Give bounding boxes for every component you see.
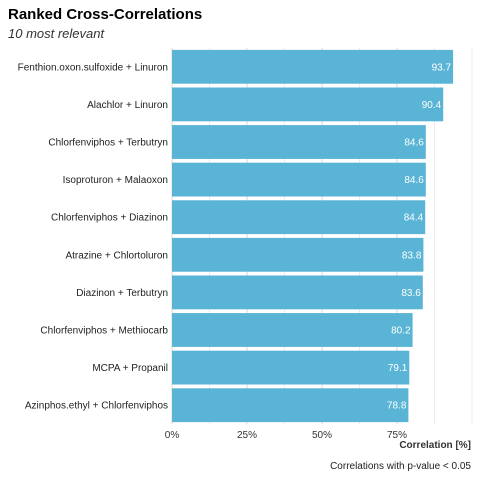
x-tick-label: 25% [237,430,257,441]
bar [172,49,454,84]
category-label: Chlorfenviphos + Diazinon [51,213,168,224]
bar [172,162,426,197]
bar [172,313,413,347]
bar [172,388,409,423]
category-label: Chlorfenviphos + Terbutryn [48,138,168,149]
chart-caption: Correlations with p-value < 0.05 [330,461,471,472]
value-label: 78.8 [387,401,407,412]
labels: Fenthion.oxon.sulfoxide + Linuron 93.7 Ala… [18,62,452,441]
value-label: 83.8 [402,250,422,261]
category-label: Fenthion.oxon.sulfoxide + Linuron [18,62,168,73]
category-label: Isoproturon + Malaoxon [63,175,168,186]
bar [172,350,410,385]
value-label: 80.2 [391,326,411,337]
value-label: 84.6 [404,175,424,186]
category-label: Alachlor + Linuron [87,100,168,111]
x-tick-label: 0% [165,430,180,441]
value-label: 90.4 [422,100,442,111]
chart-title: Ranked Cross-Correlations [8,6,203,23]
bar [172,125,426,159]
bar [172,200,426,235]
x-tick-label: 50% [312,430,332,441]
value-label: 79.1 [388,363,408,374]
x-tick-label: 75% [387,430,407,441]
chart-subtitle: 10 most relevant [8,26,105,41]
category-label: Azinphos.ethyl + Chlorfenviphos [25,401,168,412]
category-label: Chlorfenviphos + Methiocarb [40,326,168,337]
value-label: 83.6 [401,288,421,299]
value-label: 93.7 [432,62,452,73]
bar [172,275,423,310]
category-label: MCPA + Propanil [92,363,168,374]
bar [172,87,444,122]
bar [172,237,424,272]
bars [172,49,454,423]
category-label: Diazinon + Terbutryn [76,288,168,299]
value-label: 84.4 [404,213,424,224]
category-label: Atrazine + Chlortoluron [65,250,168,261]
x-axis-title: Correlation [%] [399,440,471,451]
value-label: 84.6 [404,138,424,149]
